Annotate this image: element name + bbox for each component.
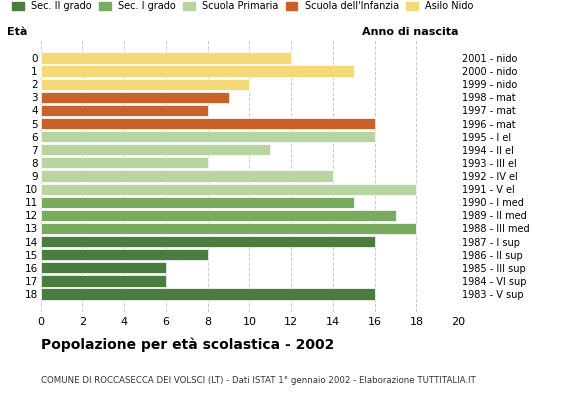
Text: Popolazione per età scolastica - 2002: Popolazione per età scolastica - 2002 [41, 338, 334, 352]
Legend: Sec. II grado, Sec. I grado, Scuola Primaria, Scuola dell'Infanzia, Asilo Nido: Sec. II grado, Sec. I grado, Scuola Prim… [12, 1, 474, 11]
Bar [41, 144, 270, 155]
Bar [41, 210, 396, 221]
Bar [41, 288, 375, 300]
Bar [41, 184, 416, 195]
Text: Età: Età [7, 27, 28, 37]
Bar [41, 157, 208, 168]
Bar [41, 105, 208, 116]
Bar [41, 170, 333, 182]
Bar [41, 275, 166, 286]
Text: Anno di nascita: Anno di nascita [362, 27, 458, 37]
Bar [41, 262, 166, 274]
Bar [41, 52, 291, 64]
Bar [41, 78, 249, 90]
Bar [41, 223, 416, 234]
Bar [41, 92, 229, 103]
Bar [41, 197, 354, 208]
Bar [41, 236, 375, 247]
Bar [41, 131, 375, 142]
Bar [41, 249, 208, 260]
Bar [41, 118, 375, 129]
Bar [41, 66, 354, 77]
Text: COMUNE DI ROCCASECCA DEI VOLSCI (LT) - Dati ISTAT 1° gennaio 2002 - Elaborazione: COMUNE DI ROCCASECCA DEI VOLSCI (LT) - D… [41, 376, 476, 385]
